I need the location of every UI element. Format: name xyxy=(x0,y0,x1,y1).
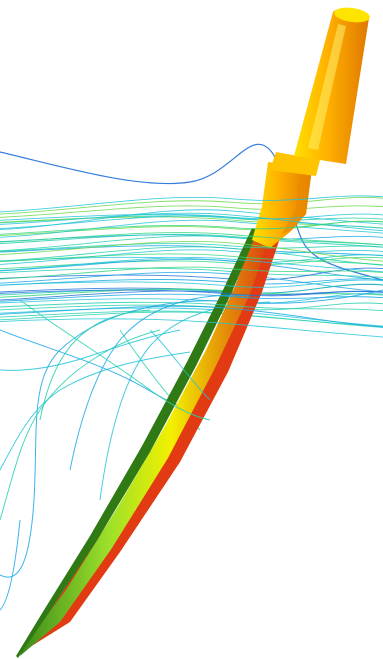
streamline xyxy=(0,243,383,252)
streamline xyxy=(0,305,383,328)
streamline xyxy=(19,299,211,421)
shaft-fairing xyxy=(252,162,312,248)
streamline xyxy=(149,329,211,401)
blade-body xyxy=(16,222,282,658)
streamline xyxy=(39,309,151,421)
streamline xyxy=(0,220,383,235)
streamline xyxy=(0,246,383,266)
streamline xyxy=(0,289,383,578)
shaft-end-cap xyxy=(334,7,370,23)
streamline xyxy=(0,220,383,237)
blade-suction-side xyxy=(20,222,272,656)
streamline xyxy=(0,301,383,312)
streamline xyxy=(0,209,383,231)
streamline xyxy=(0,197,383,215)
streamline xyxy=(0,219,383,238)
streamline xyxy=(0,351,191,471)
streamlines-foreground xyxy=(0,195,383,611)
streamline xyxy=(0,233,383,246)
streamline xyxy=(0,293,383,302)
streamline xyxy=(0,329,181,371)
streamline xyxy=(0,205,383,218)
streamline xyxy=(0,249,383,265)
streamline xyxy=(0,519,21,611)
shaft-fairing-shadow xyxy=(282,168,312,234)
streamline xyxy=(0,253,383,266)
streamline xyxy=(0,278,383,286)
streamline xyxy=(0,266,383,280)
streamline xyxy=(0,318,383,338)
streamline xyxy=(0,279,383,288)
streamline xyxy=(0,267,383,278)
streamline xyxy=(69,294,251,471)
blade-leading-edge xyxy=(16,228,258,658)
streamline xyxy=(0,232,383,246)
shaft-cylinder-highlight xyxy=(308,24,346,150)
streamline xyxy=(0,257,383,273)
streamline xyxy=(0,329,161,521)
shaft-body xyxy=(252,7,370,248)
streamline xyxy=(0,195,383,213)
streamline xyxy=(0,212,383,232)
streamline xyxy=(0,256,383,270)
streamline xyxy=(0,289,383,297)
streamline xyxy=(0,143,383,281)
streamline xyxy=(0,258,383,281)
streamline xyxy=(0,235,383,252)
streamline xyxy=(0,240,383,262)
streamline xyxy=(0,213,383,221)
